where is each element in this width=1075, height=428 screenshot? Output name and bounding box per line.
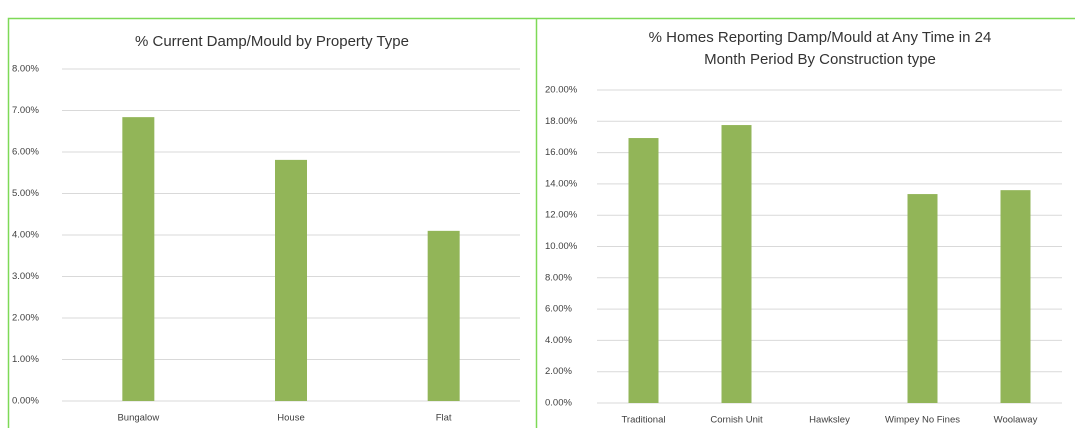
y-tick-label: 3.00%	[12, 271, 39, 282]
bar	[721, 125, 752, 403]
y-tick-label: 6.00%	[12, 147, 39, 158]
bar	[907, 194, 938, 403]
y-tick-label: 18.00%	[545, 116, 578, 127]
y-tick-label: 0.00%	[12, 396, 39, 407]
y-tick-label: 10.00%	[545, 241, 578, 252]
y-tick-label: 6.00%	[545, 304, 572, 315]
y-tick-label: 4.00%	[12, 230, 39, 241]
y-tick-label: 5.00%	[12, 188, 39, 199]
x-tick-label: Hawksley	[809, 415, 850, 426]
y-tick-label: 2.00%	[12, 313, 39, 324]
x-tick-label: Cornish Unit	[710, 415, 763, 426]
y-tick-label: 7.00%	[12, 105, 39, 116]
x-tick-label: Woolaway	[994, 415, 1038, 426]
bar	[122, 117, 155, 401]
y-tick-label: 2.00%	[545, 366, 572, 377]
y-tick-label: 14.00%	[545, 178, 578, 189]
y-tick-label: 8.00%	[545, 272, 572, 283]
x-tick-label: Traditional	[621, 415, 665, 426]
y-tick-label: 12.00%	[545, 210, 578, 221]
chart-title: Month Period By Construction type	[704, 51, 936, 68]
x-tick-label: House	[277, 413, 304, 424]
bar	[275, 159, 307, 401]
x-tick-label: Flat	[436, 413, 452, 424]
bar	[427, 230, 460, 401]
y-tick-label: 16.00%	[545, 147, 578, 158]
x-tick-label: Wimpey No Fines	[885, 415, 960, 426]
y-tick-label: 1.00%	[12, 354, 39, 365]
x-tick-label: Bungalow	[117, 413, 159, 424]
y-tick-label: 4.00%	[545, 335, 572, 346]
bar	[1000, 190, 1031, 403]
y-tick-label: 8.00%	[12, 64, 39, 75]
chart-title: % Current Damp/Mould by Property Type	[135, 33, 409, 50]
chart-title: % Homes Reporting Damp/Mould at Any Time…	[649, 29, 992, 46]
y-tick-label: 0.00%	[545, 398, 572, 409]
y-tick-label: 20.00%	[545, 85, 578, 96]
bar	[628, 138, 659, 403]
frame	[7, 17, 1075, 428]
